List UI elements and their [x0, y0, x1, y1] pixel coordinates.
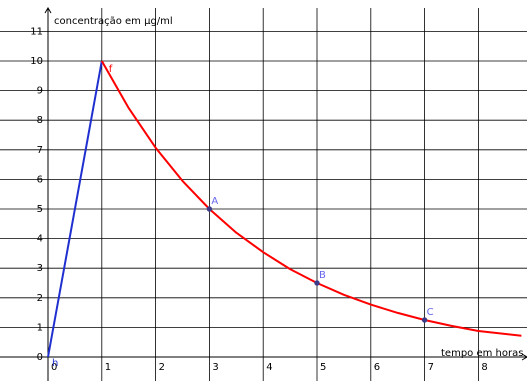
data-points: A B C [206, 196, 434, 323]
point-B [314, 280, 320, 286]
y-tick-label: 2 [37, 293, 43, 304]
point-label-C: C [427, 307, 434, 318]
y-tick-label: 0 [37, 352, 43, 363]
series-lines: hf [47, 60, 522, 369]
point-C [421, 317, 428, 323]
y-tick-label: 7 [37, 145, 43, 156]
x-tick-label: 4 [266, 362, 272, 373]
y-tick-label: 11 [30, 26, 43, 37]
tick-labels: 0 1 2 3 4 5 6 7 8 0 1 2 3 4 5 6 7 8 9 10 11 [30, 26, 488, 373]
x-axis-label: tempo em horas [441, 348, 523, 359]
x-tick-label: 5 [320, 362, 326, 373]
y-tick-label: 1 [37, 322, 43, 333]
y-tick-label: 8 [37, 115, 43, 126]
x-tick-label: 1 [105, 362, 111, 373]
y-axis-arrow [44, 7, 52, 14]
x-tick-label: 3 [212, 362, 218, 373]
point-label-A: A [211, 196, 218, 207]
grid [0, 8, 527, 381]
x-axis-arrow [521, 353, 527, 361]
y-tick-label: 4 [37, 234, 43, 245]
y-tick-label: 9 [37, 86, 43, 97]
y-axis-label: concentração em µg/ml [54, 16, 173, 27]
y-tick-label: 3 [37, 263, 43, 274]
axes [0, 7, 527, 381]
x-tick-label: 8 [481, 362, 487, 373]
point-A [206, 206, 213, 212]
x-tick-label: 0 [51, 362, 57, 373]
y-tick-label: 10 [30, 56, 43, 67]
series-line-h [47, 60, 103, 358]
series-line-f [100, 60, 522, 337]
series-label-h: h [52, 358, 58, 369]
point-label-B: B [319, 270, 326, 281]
x-tick-label: 6 [374, 362, 380, 373]
y-tick-label: 6 [37, 174, 43, 185]
series-label-f: f [109, 64, 113, 75]
y-tick-label: 5 [37, 204, 43, 215]
x-tick-label: 2 [159, 362, 165, 373]
x-tick-label: 7 [428, 362, 434, 373]
